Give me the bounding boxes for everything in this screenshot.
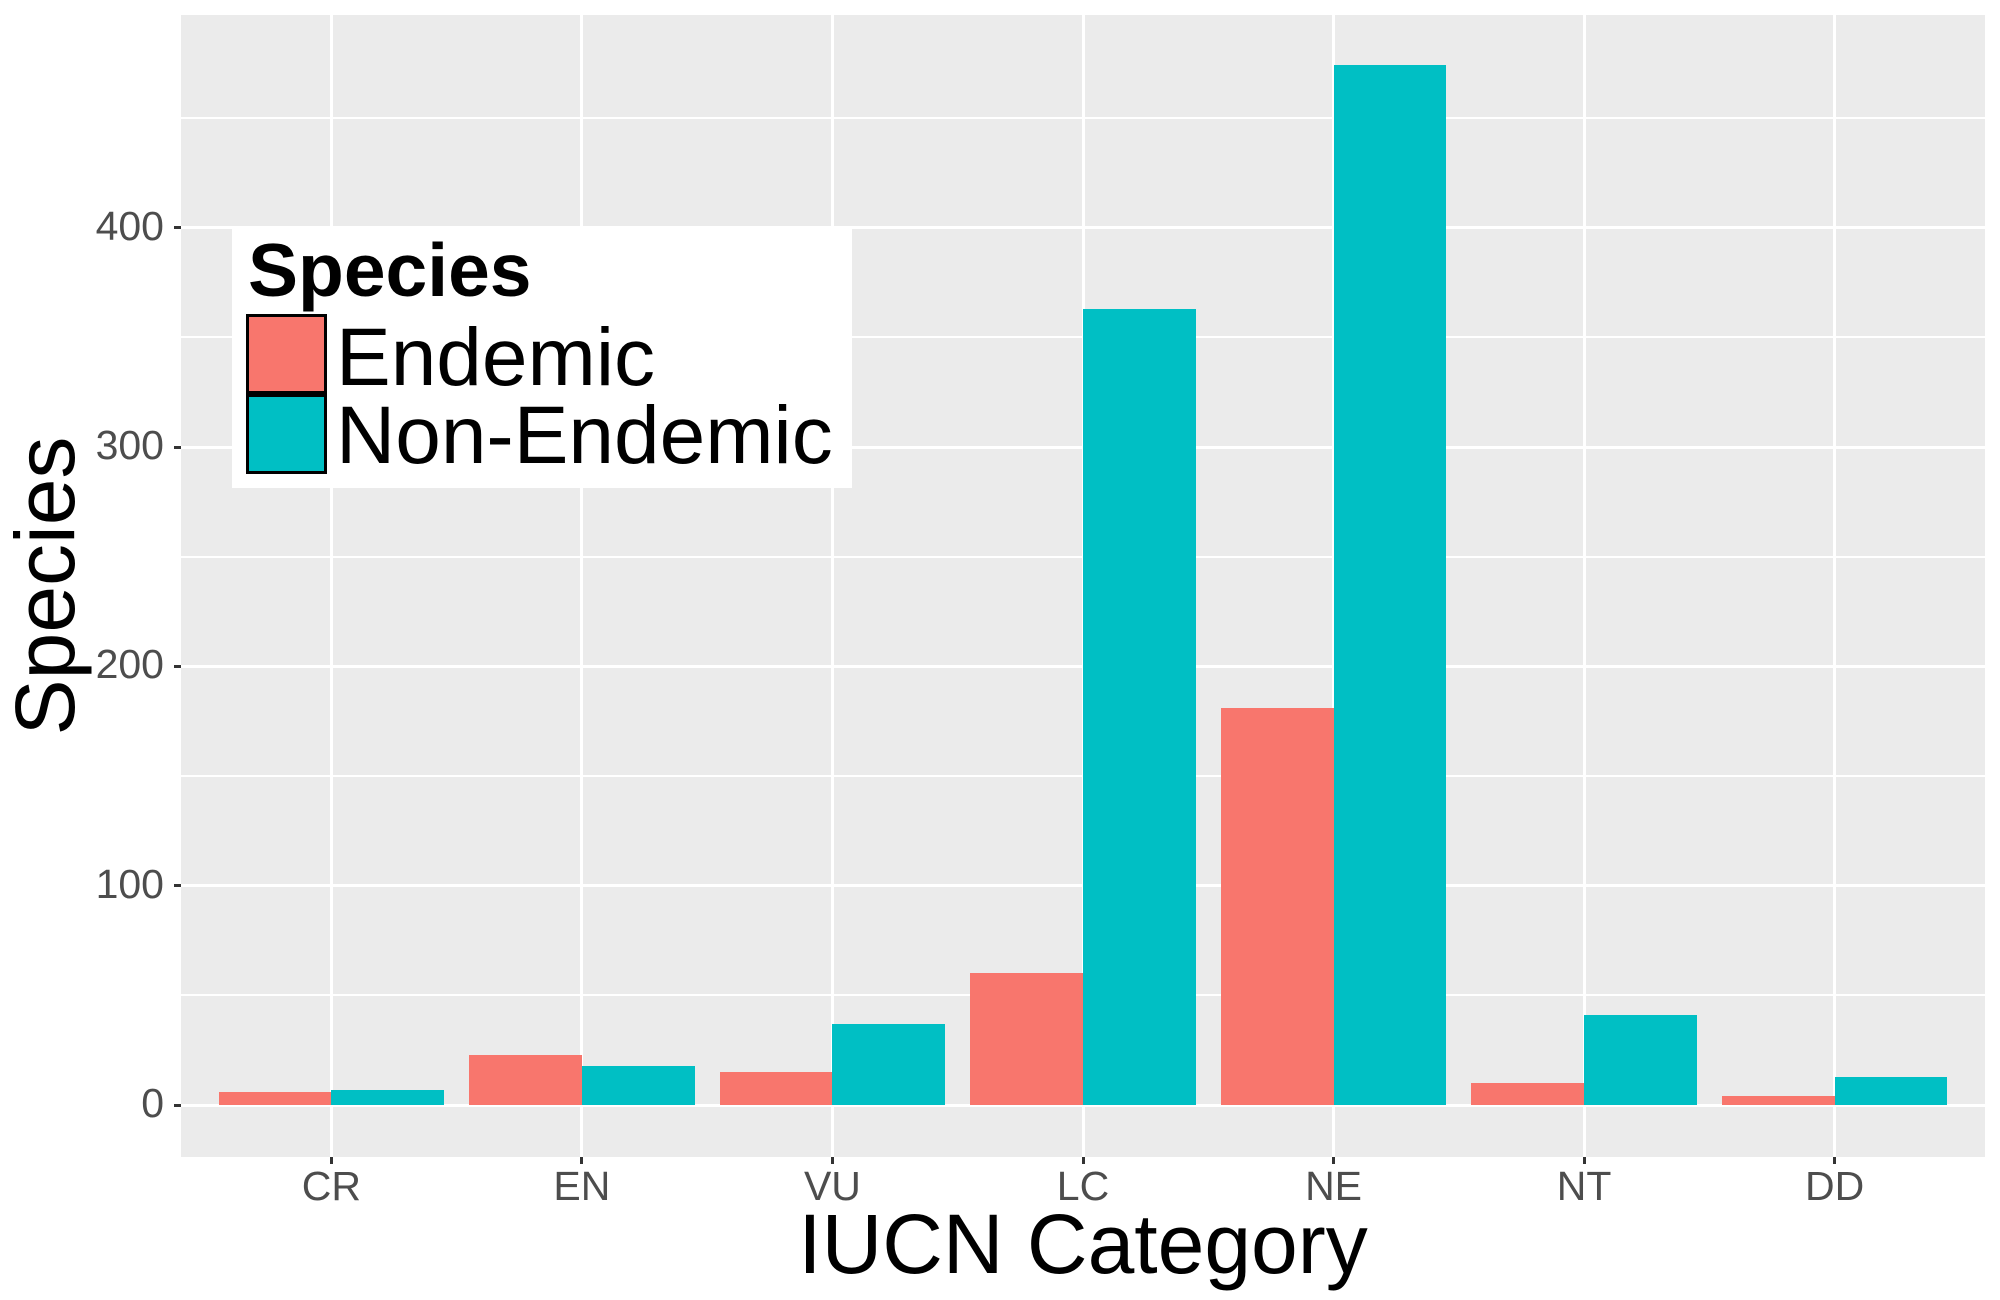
bar-non-endemic-en: [581, 1065, 695, 1105]
vertical-gridline: [580, 15, 584, 1157]
bar-non-endemic-cr: [331, 1089, 445, 1105]
bar-endemic-lc: [970, 973, 1083, 1105]
bar-endemic-vu: [719, 1072, 833, 1105]
bar-endemic-ne: [1220, 708, 1334, 1106]
bar-non-endemic-lc: [1083, 308, 1196, 1105]
x-tick-mark: [1332, 1157, 1336, 1164]
bar-non-endemic-dd: [1834, 1076, 1948, 1105]
x-tick-mark: [329, 1157, 333, 1164]
y-tick-label: 100: [95, 860, 164, 907]
bar-endemic-nt: [1471, 1083, 1585, 1105]
bar-endemic-dd: [1721, 1096, 1835, 1105]
x-tick-label: NE: [1305, 1163, 1363, 1209]
y-tick-label: 300: [95, 422, 164, 469]
y-tick-mark: [174, 884, 181, 888]
x-tick-mark: [1833, 1157, 1837, 1164]
legend-label-endemic: Endemic: [336, 312, 656, 403]
legend-title: Species: [248, 228, 532, 312]
y-tick-label: 400: [95, 202, 164, 249]
x-tick-mark: [830, 1157, 834, 1164]
bar-non-endemic-ne: [1333, 65, 1447, 1105]
x-tick-mark: [1582, 1157, 1586, 1164]
x-tick-mark: [1081, 1157, 1085, 1164]
bar-non-endemic-vu: [832, 1023, 946, 1105]
bar-endemic-cr: [218, 1091, 332, 1106]
legend-label-non-endemic: Non-Endemic: [336, 390, 833, 481]
y-tick-mark: [174, 1103, 181, 1107]
legend-key-endemic: [246, 314, 327, 394]
vertical-gridline: [1833, 15, 1837, 1157]
bar-non-endemic-nt: [1584, 1015, 1697, 1105]
vertical-gridline: [1582, 15, 1586, 1157]
bar-endemic-en: [469, 1054, 582, 1105]
y-tick-label: 200: [95, 641, 164, 688]
y-axis-title: Species: [0, 436, 92, 736]
vertical-gridline: [830, 15, 834, 1157]
vertical-gridline: [329, 15, 333, 1157]
y-tick-mark: [174, 226, 181, 230]
x-tick-label: CR: [301, 1163, 361, 1209]
y-tick-label: 0: [141, 1080, 164, 1127]
x-tick-label: LC: [1056, 1163, 1110, 1209]
x-tick-label: VU: [803, 1163, 861, 1209]
y-tick-mark: [174, 664, 181, 668]
y-tick-mark: [174, 445, 181, 449]
x-tick-label: NT: [1556, 1163, 1612, 1209]
x-axis-title: IUCN Category: [798, 1197, 1368, 1291]
x-tick-label: EN: [553, 1163, 611, 1209]
x-tick-label: DD: [1805, 1163, 1865, 1209]
legend: Species Endemic Non-Endemic: [232, 227, 852, 488]
plot-panel: [181, 15, 1985, 1157]
legend-key-non-endemic: [246, 394, 327, 474]
x-tick-mark: [580, 1157, 584, 1164]
y-axis-title-container: Species: [0, 0, 92, 1172]
